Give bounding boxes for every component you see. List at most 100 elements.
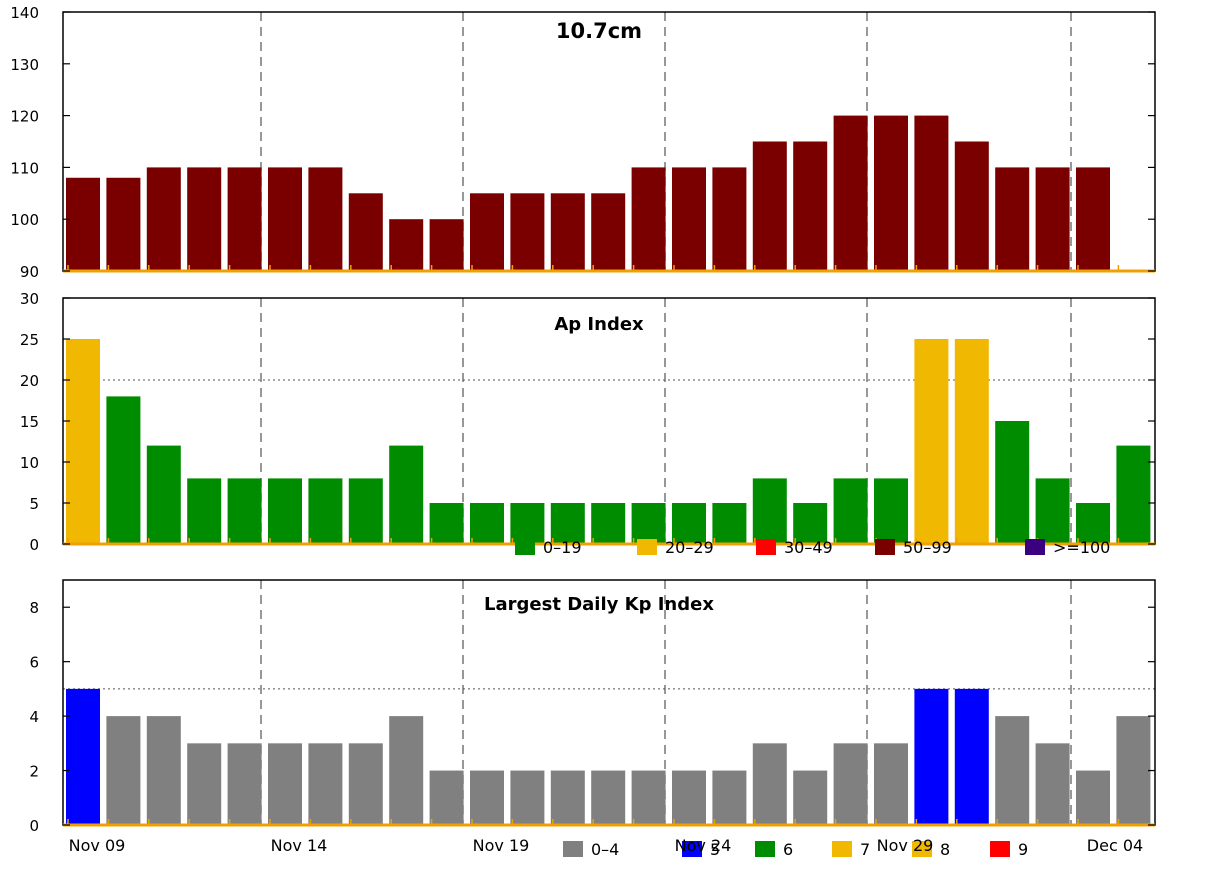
kp-legend-swatch <box>912 841 932 857</box>
ap-y-tick-label: 10 <box>20 454 39 472</box>
kp-y-tick-label: 8 <box>29 599 39 617</box>
kp-bar <box>914 688 949 825</box>
f107-bar <box>187 167 222 271</box>
x-tick-label: Nov 19 <box>473 836 530 855</box>
f107-bar <box>66 177 100 271</box>
ap-y-tick-label: 0 <box>29 536 39 554</box>
f107-bar <box>712 167 747 271</box>
f107-y-tick-label: 100 <box>10 211 39 229</box>
ap-y-tick-label: 30 <box>20 290 39 308</box>
kp-legend-label: 8 <box>940 840 950 859</box>
ap-title: Ap Index <box>554 314 644 335</box>
ap-legend-swatch <box>875 539 895 555</box>
f107-bar <box>1076 167 1110 271</box>
kp-bar <box>187 743 222 825</box>
ap-bar <box>429 503 464 544</box>
ap-bar <box>470 503 504 544</box>
kp-bar <box>833 743 868 825</box>
kp-legend-swatch <box>832 841 852 857</box>
ap-bar <box>833 478 868 544</box>
f107-bar <box>146 167 181 271</box>
kp-legend-swatch <box>563 841 583 857</box>
ap-legend-label: 30–49 <box>784 538 833 557</box>
ap-bar <box>227 478 262 544</box>
x-tick-label: Nov 29 <box>877 836 934 855</box>
kp-y-tick-label: 6 <box>29 654 39 672</box>
ap-bar <box>389 445 424 544</box>
ap-legend-swatch <box>515 539 535 555</box>
ap-legend-swatch <box>756 539 776 555</box>
kp-bar <box>268 743 302 825</box>
x-tick-label: Dec 04 <box>1087 836 1143 855</box>
kp-bar <box>470 770 504 825</box>
ap-bar <box>146 445 181 544</box>
ap-bar <box>187 478 222 544</box>
kp-bar <box>389 716 424 825</box>
x-tick-label: Nov 24 <box>675 836 732 855</box>
f107-bar <box>268 167 302 271</box>
x-tick-label: Nov 09 <box>69 836 126 855</box>
f107-bar <box>833 115 868 271</box>
kp-legend-swatch <box>682 841 702 857</box>
kp-bar <box>227 743 262 825</box>
x-tick-label: Nov 14 <box>271 836 328 855</box>
ap-bar <box>348 478 383 544</box>
f107-y-tick-label: 130 <box>10 56 39 74</box>
kp-bar <box>712 770 747 825</box>
kp-bar <box>429 770 464 825</box>
ap-bar <box>308 478 343 544</box>
f107-bar <box>510 193 545 271</box>
ap-bar <box>752 478 787 544</box>
f107-y-tick-label: 140 <box>10 4 39 22</box>
f107-y-tick-label: 110 <box>10 159 39 177</box>
kp-legend-label: 9 <box>1018 840 1028 859</box>
f107-bar <box>995 167 1030 271</box>
kp-y-tick-label: 4 <box>29 708 39 726</box>
kp-bar <box>510 770 545 825</box>
kp-bar <box>1076 770 1110 825</box>
ap-bar <box>712 503 747 544</box>
kp-legend-swatch <box>990 841 1010 857</box>
ap-bar <box>874 478 908 544</box>
kp-bar <box>793 770 828 825</box>
f107-bar <box>308 167 343 271</box>
kp-bar <box>631 770 666 825</box>
kp-bar <box>752 743 787 825</box>
ap-legend-label: >=100 <box>1053 538 1110 557</box>
ap-bar <box>954 339 989 544</box>
f107-y-tick-label: 120 <box>10 108 39 126</box>
kp-bar <box>550 770 585 825</box>
kp-legend-label: 7 <box>860 840 870 859</box>
f107-bar <box>793 141 828 271</box>
f107-bar <box>550 193 585 271</box>
kp-bar <box>146 716 181 825</box>
ap-legend-label: 50–99 <box>903 538 952 557</box>
f107-bar <box>631 167 666 271</box>
ap-bar <box>672 503 706 544</box>
f107-y-tick-label: 90 <box>20 263 39 281</box>
ap-bar <box>631 503 666 544</box>
kp-legend-label: 0–4 <box>591 840 619 859</box>
ap-y-tick-label: 5 <box>29 495 39 513</box>
ap-bar <box>550 503 585 544</box>
ap-bar <box>66 339 100 544</box>
kp-bar <box>106 716 141 825</box>
kp-bar <box>1116 716 1151 825</box>
ap-bar <box>510 503 545 544</box>
ap-legend-swatch <box>637 539 657 555</box>
ap-y-tick-label: 25 <box>20 331 39 349</box>
ap-bar <box>591 503 626 544</box>
ap-bar <box>995 421 1030 544</box>
ap-bar <box>1035 478 1070 544</box>
ap-bar <box>1116 445 1151 544</box>
kp-bar <box>954 688 989 825</box>
f107-title: 10.7cm <box>556 19 642 43</box>
kp-legend-label: 5 <box>710 840 720 859</box>
f107-bar <box>227 167 262 271</box>
f107-bar <box>672 167 706 271</box>
ap-legend-label: 0–19 <box>543 538 582 557</box>
ap-bar <box>1076 503 1110 544</box>
ap-bar <box>268 478 302 544</box>
